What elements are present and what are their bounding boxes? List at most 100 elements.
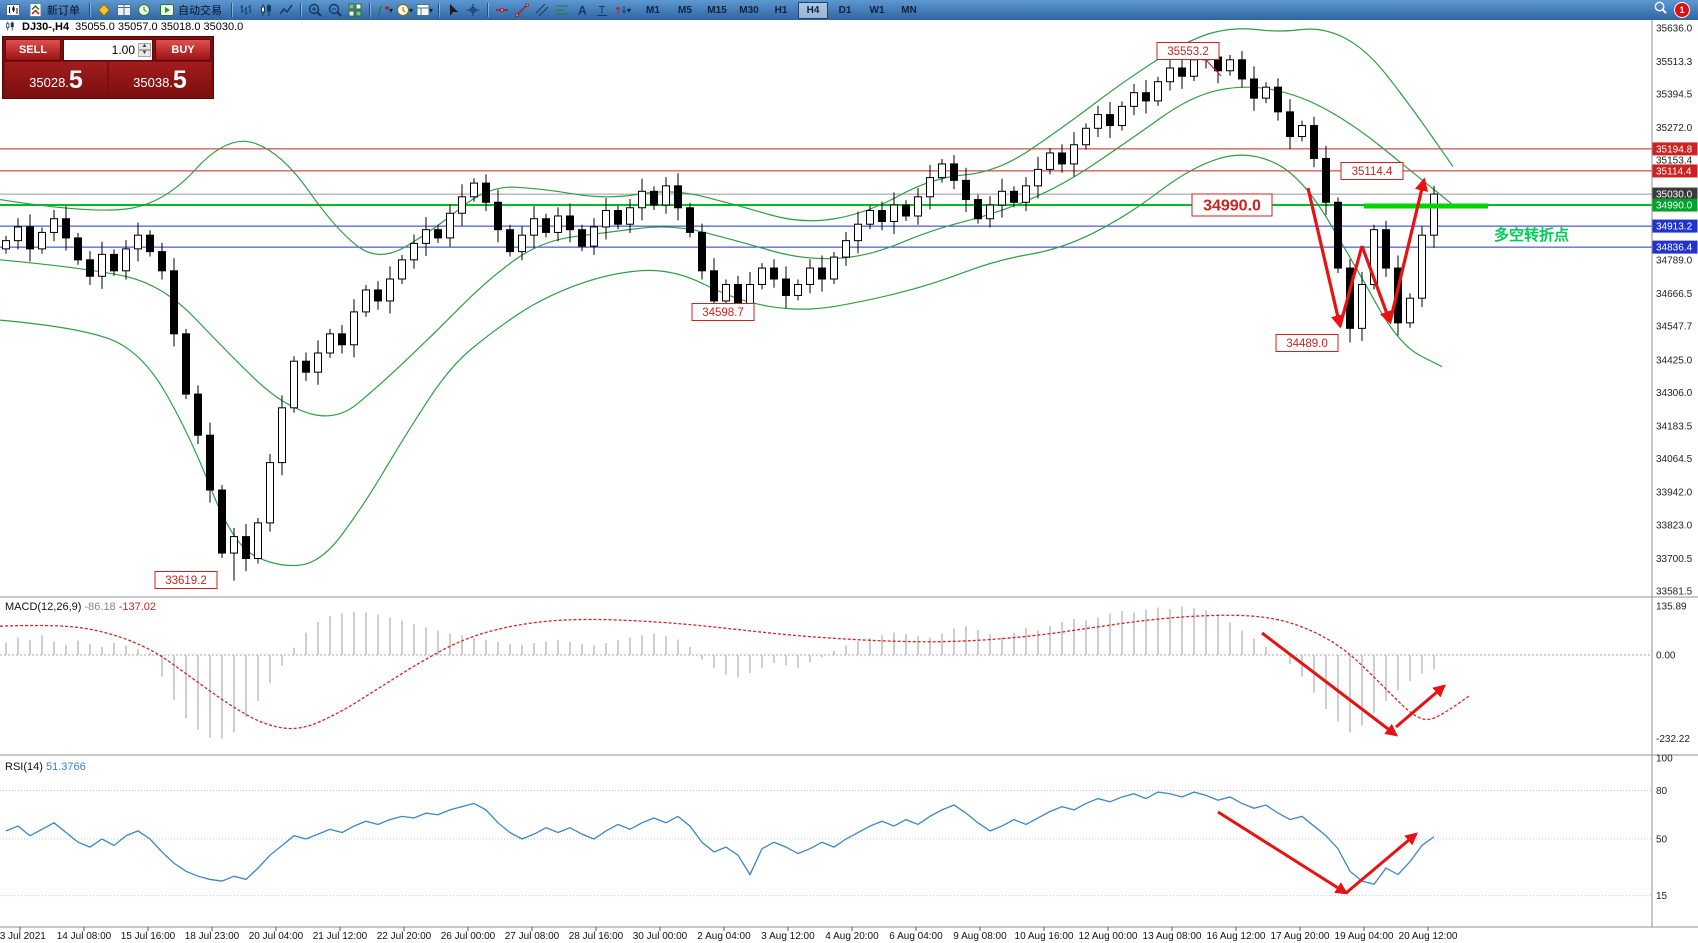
macd-axis-tick: -232.22 <box>1656 734 1690 745</box>
candle <box>1130 83 1138 116</box>
hline-icon[interactable] <box>492 1 512 19</box>
notification-badge[interactable]: 1 <box>1674 2 1690 18</box>
candle <box>878 201 886 231</box>
svg-text:35030.0: 35030.0 <box>1656 190 1693 201</box>
candle <box>278 395 286 476</box>
candle <box>506 224 514 257</box>
arrows-icon[interactable]: ▾ <box>612 1 632 19</box>
metaeditor-icon[interactable] <box>94 1 114 19</box>
time-tick: 14 Jul 08:00 <box>57 931 112 942</box>
zoom-in-icon[interactable] <box>305 1 325 19</box>
candle <box>890 192 898 235</box>
candle <box>146 230 154 257</box>
chevron-down-icon: ▾ <box>408 5 413 15</box>
candle <box>518 226 526 261</box>
candle <box>866 205 874 230</box>
templates-icon[interactable]: ▾ <box>414 1 434 19</box>
timeframe-h1[interactable]: H1 <box>774 4 788 16</box>
svg-text:35114.4: 35114.4 <box>1352 166 1393 178</box>
candle <box>1094 105 1102 138</box>
candle <box>86 251 94 286</box>
price-tag-34836.4: 34836.4 <box>1652 240 1698 254</box>
candle <box>1142 80 1150 114</box>
line-chart-icon[interactable] <box>276 1 296 19</box>
candle <box>1334 197 1342 273</box>
timeframe-d1[interactable]: D1 <box>838 4 852 16</box>
label-icon[interactable]: T <box>592 1 612 19</box>
timeframe-m15[interactable]: M15 <box>707 4 727 16</box>
trend-arrow[interactable] <box>1345 832 1418 895</box>
price-label-33619.2[interactable]: 33619.2 <box>154 571 218 589</box>
trend-arrow[interactable] <box>1388 177 1429 323</box>
price-axis[interactable]: 35636.0 35513.3 35394.5 35272.0 35153.4 34789… <box>1652 24 1698 903</box>
trend-arrow[interactable] <box>1338 245 1364 327</box>
candle <box>1046 148 1054 175</box>
zoom-out-icon[interactable] <box>325 1 345 19</box>
buy-price[interactable]: 35038. 5 <box>109 62 211 96</box>
periods-icon[interactable]: ▾ <box>394 1 414 19</box>
svg-text:f: f <box>378 3 383 17</box>
chart-window-icon[interactable] <box>3 1 23 19</box>
volume-field[interactable]: 1.00 ▲ ▼ <box>63 39 153 61</box>
time-tick: 13 Aug 08:00 <box>1143 931 1202 942</box>
candle <box>290 356 298 413</box>
crosshair-icon[interactable] <box>463 1 483 19</box>
navigator-icon[interactable] <box>134 1 154 19</box>
timeframe-m5[interactable]: M5 <box>678 4 692 16</box>
trendline-icon[interactable] <box>512 1 532 19</box>
cursor-icon[interactable] <box>443 1 463 19</box>
time-tick: 4 Aug 20:00 <box>825 931 879 942</box>
trend-arrow[interactable] <box>1306 187 1345 329</box>
timeframe-mn[interactable]: MN <box>901 4 917 16</box>
timeframe-m1[interactable]: M1 <box>646 4 660 16</box>
volume-down-icon[interactable]: ▼ <box>138 50 151 57</box>
price-tick: 35272.0 <box>1656 123 1693 134</box>
timeframe-h4[interactable]: H4 <box>798 1 828 19</box>
auto-trading-button[interactable]: 自动交易 <box>154 1 227 19</box>
annotation-text[interactable]: 多空转折点 <box>1494 226 1569 244</box>
candlestick-icon[interactable] <box>256 1 276 19</box>
volume-up-icon[interactable]: ▲ <box>138 43 151 50</box>
time-tick: 12 Aug 00:00 <box>1079 931 1138 942</box>
candle <box>638 178 646 221</box>
bar-chart-icon[interactable] <box>236 1 256 19</box>
candle <box>338 325 346 354</box>
tile-windows-icon[interactable] <box>345 1 365 19</box>
sell-price[interactable]: 35028. 5 <box>5 62 107 96</box>
time-axis[interactable]: 13 Jul 2021 14 Jul 08:00 15 Jul 16:00 18 Ju… <box>0 927 1458 942</box>
candle <box>530 206 538 248</box>
trend-arrow[interactable] <box>1395 684 1446 729</box>
candle <box>1178 55 1186 89</box>
buy-button[interactable]: BUY <box>155 39 211 61</box>
timeframe-w1[interactable]: W1 <box>869 4 885 16</box>
candle <box>1274 78 1282 121</box>
market-watch-icon[interactable] <box>114 1 134 19</box>
toolbar-separator <box>231 3 232 17</box>
candle <box>494 189 502 243</box>
price-label-35553.2[interactable]: 35553.2 <box>1156 42 1220 60</box>
fibonacci-icon[interactable] <box>552 1 572 19</box>
candle <box>614 205 622 230</box>
volume-spinner[interactable]: ▲ ▼ <box>138 43 151 57</box>
channel-icon[interactable] <box>532 1 552 19</box>
trend-arrow[interactable] <box>1360 245 1393 325</box>
price-label-35114.4[interactable]: 35114.4 <box>1340 162 1404 180</box>
trend-arrow[interactable] <box>1217 810 1349 895</box>
indicators-icon[interactable]: f ▾ <box>374 1 394 19</box>
price-label-34990.0[interactable]: 34990.0 <box>1191 193 1273 217</box>
time-tick: 26 Jul 00:00 <box>441 931 496 942</box>
new-order-button[interactable]: 新订单 <box>23 1 85 19</box>
text-icon[interactable]: A <box>572 1 592 19</box>
price-label-34598.7[interactable]: 34598.7 <box>691 303 755 321</box>
timeframe-m30[interactable]: M30 <box>739 4 759 16</box>
candle <box>962 167 970 213</box>
candle <box>554 207 562 242</box>
search-icon[interactable] <box>1653 0 1668 20</box>
trend-arrow[interactable] <box>1261 631 1399 737</box>
price-label-34489.0[interactable]: 34489.0 <box>1275 334 1339 352</box>
svg-text:34489.0: 34489.0 <box>1286 338 1328 350</box>
chart-background[interactable] <box>0 20 1698 943</box>
sell-button[interactable]: SELL <box>5 39 61 61</box>
candle <box>158 242 166 280</box>
